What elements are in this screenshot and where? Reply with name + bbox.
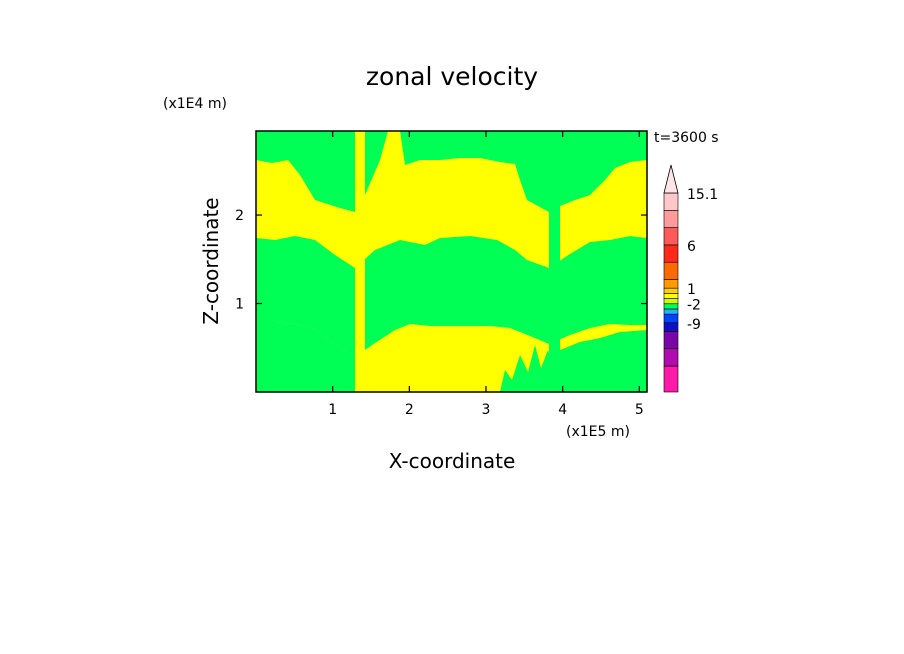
y-tick-label: 2 bbox=[235, 208, 244, 224]
colorbar-band bbox=[663, 303, 679, 310]
chart-title: zonal velocity bbox=[366, 62, 538, 91]
colorbar-band bbox=[663, 365, 679, 393]
colorbar-arrow bbox=[663, 164, 679, 194]
colorbar-band bbox=[663, 227, 679, 246]
colorbar-band bbox=[663, 298, 679, 305]
colorbar-band bbox=[663, 308, 679, 315]
colorbar-band bbox=[663, 192, 679, 211]
y-tick-label: 1 bbox=[235, 297, 244, 313]
field-region-bottom-right bbox=[560, 330, 647, 392]
field-region-top-left bbox=[256, 131, 340, 150]
x-tick-label: 1 bbox=[328, 402, 337, 418]
x-tick-label: 5 bbox=[635, 402, 644, 418]
colorbar-label: -9 bbox=[687, 317, 701, 333]
colorbar-band bbox=[663, 348, 679, 367]
y-axis-label: Z-coordinate bbox=[199, 197, 223, 324]
x-axis-label: X-coordinate bbox=[389, 449, 516, 473]
colorbar-label: -2 bbox=[687, 298, 701, 314]
colorbar-label: 1 bbox=[687, 282, 696, 298]
colorbar-band bbox=[663, 287, 679, 294]
colorbar-band bbox=[663, 244, 679, 263]
colorbar-band bbox=[663, 313, 679, 324]
colorbar-band bbox=[663, 279, 679, 289]
colorbar-band bbox=[663, 293, 679, 299]
colorbar-band bbox=[663, 261, 679, 280]
time-label: t=3600 s bbox=[654, 130, 719, 146]
x-tick-label: 2 bbox=[405, 402, 414, 418]
x-unit-label: (x1E5 m) bbox=[566, 424, 630, 440]
field-noise bbox=[500, 345, 560, 392]
colorbar-band bbox=[663, 210, 679, 228]
colorbar-band bbox=[663, 322, 679, 332]
colorbar-band bbox=[663, 331, 679, 350]
x-tick-label: 4 bbox=[558, 402, 567, 418]
field-region-center bbox=[355, 131, 365, 392]
plot-area bbox=[255, 130, 648, 393]
colorbar: 15.1 6 1-2 -9 bbox=[663, 164, 718, 393]
x-tick-label: 3 bbox=[482, 402, 491, 418]
y-ticks: 12 bbox=[235, 208, 647, 313]
plot-frame bbox=[255, 130, 648, 393]
colorbar-label: 15.1 bbox=[687, 187, 718, 203]
y-unit-label: (x1E4 m) bbox=[163, 96, 227, 112]
field-region-center-green bbox=[549, 131, 560, 392]
colorbar-label: 6 bbox=[687, 239, 696, 255]
x-ticks: 1 2 3 4 5 bbox=[328, 131, 644, 418]
velocity-field bbox=[256, 131, 647, 392]
field-region-top-right bbox=[565, 131, 647, 150]
field-region-lower bbox=[256, 322, 355, 392]
